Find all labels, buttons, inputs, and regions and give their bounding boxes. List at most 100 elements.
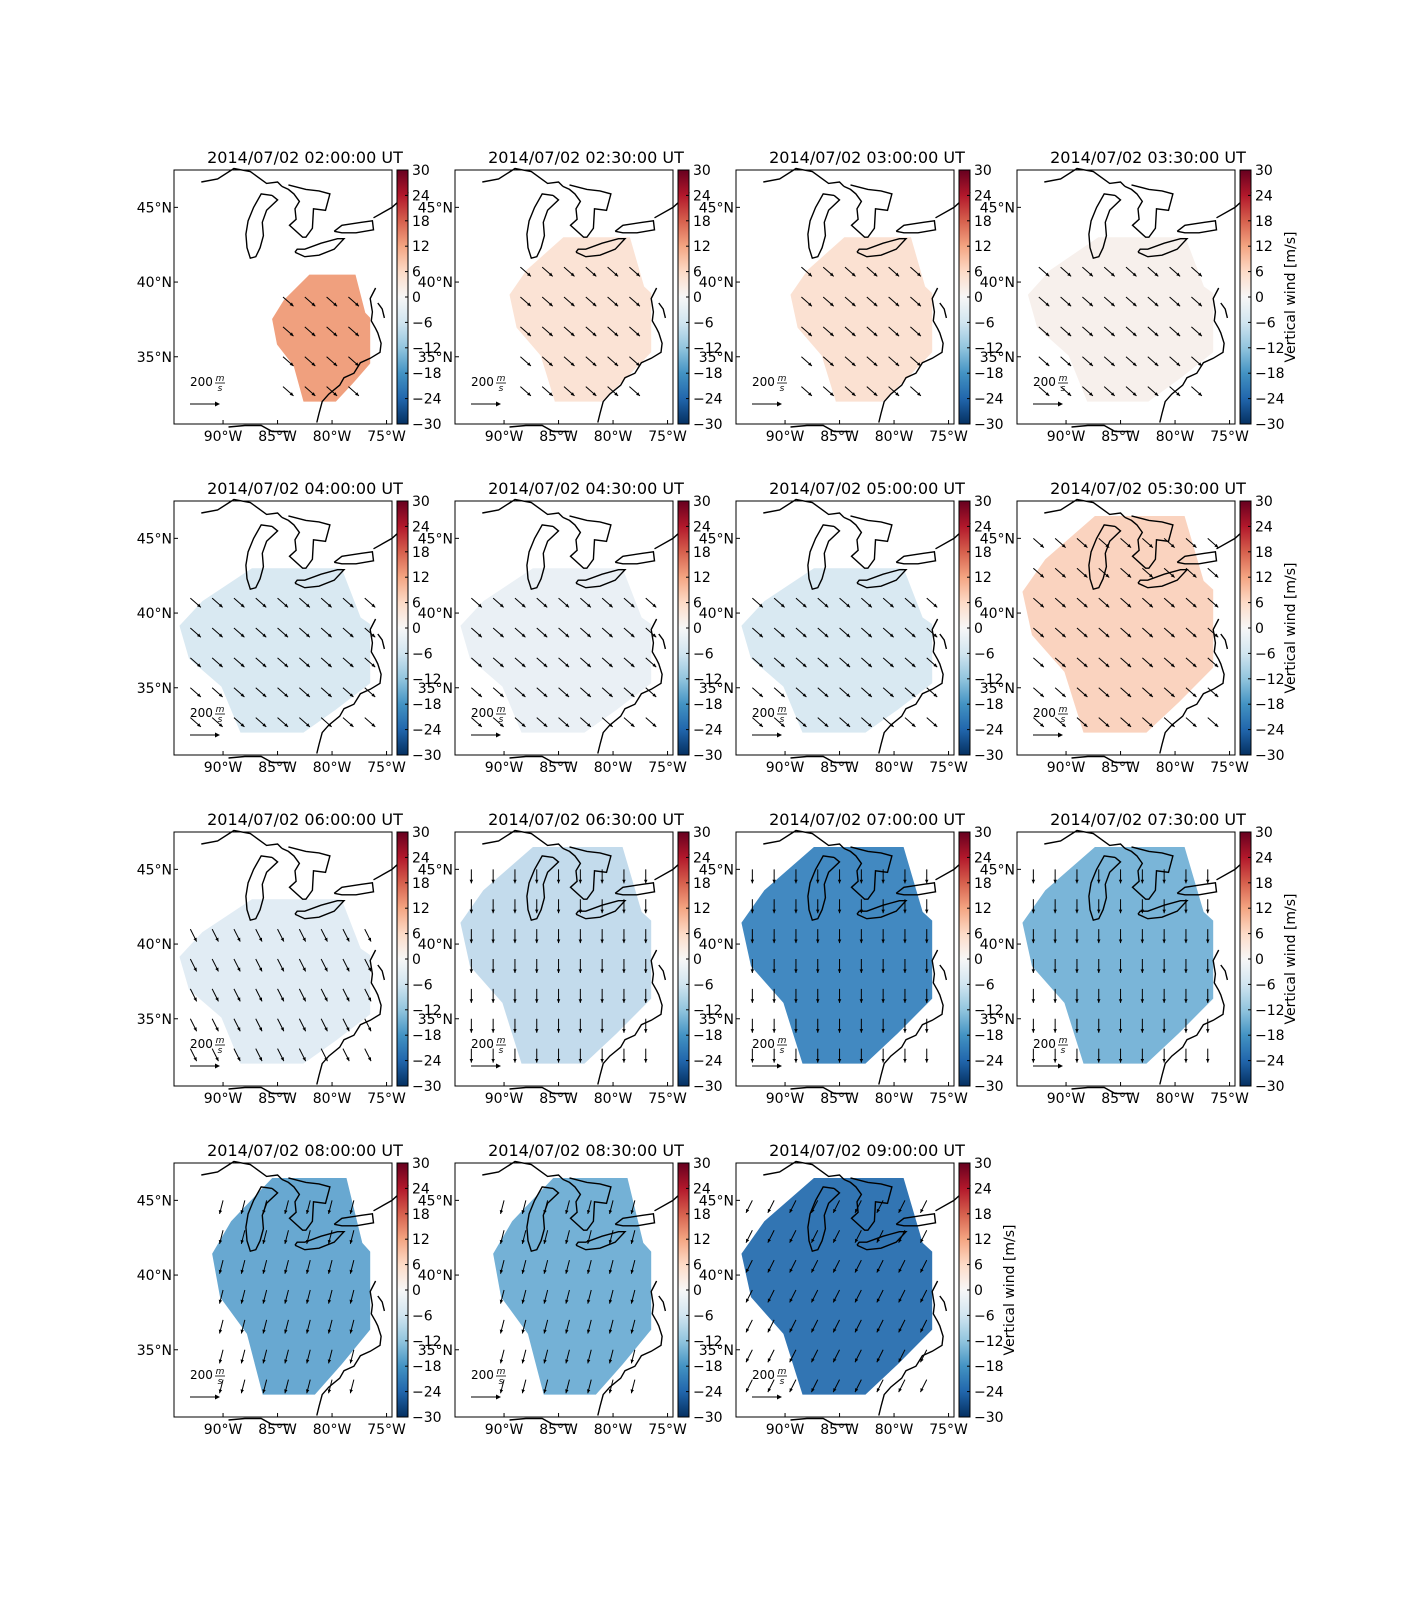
wind-arrow-head xyxy=(780,693,785,698)
wind-arrow-head xyxy=(565,1329,569,1334)
wind-arrow-head xyxy=(920,1208,924,1213)
wind-arrow-head xyxy=(499,1210,504,1214)
colorbar-tick-label: 12 xyxy=(693,239,711,255)
wind-arrow-head xyxy=(802,663,807,668)
wind-arrow-head xyxy=(513,939,517,944)
colorbar-tick-label: −6 xyxy=(693,646,714,662)
wind-arrow-head xyxy=(837,909,842,914)
colorbar-tick-label: −6 xyxy=(412,315,433,331)
wind-arrow-head xyxy=(855,1328,859,1333)
wind-arrow-head xyxy=(881,999,885,1003)
wind-arrow-head xyxy=(600,939,604,944)
wind-arrow-head xyxy=(1214,723,1219,727)
wind-arrow-head xyxy=(780,663,785,668)
wind-arrow-head xyxy=(608,1210,613,1214)
wind-arrow-head xyxy=(816,1029,820,1033)
reference-arrow-head xyxy=(496,401,501,407)
wind-arrow-head xyxy=(600,1029,604,1033)
wind-arrow-head xyxy=(644,999,648,1003)
wind-arrow-head xyxy=(469,1059,474,1063)
wind-arrow-head xyxy=(556,999,561,1003)
wind-arrow-head xyxy=(289,392,294,396)
axes-frame xyxy=(1016,831,1236,1087)
wind-arrow-head xyxy=(1162,879,1166,884)
colorbar-tick-label: −24 xyxy=(974,392,1004,408)
colorbar-tick-label: −30 xyxy=(693,1410,723,1426)
coastline xyxy=(1137,238,1189,258)
wind-arrow-head xyxy=(903,1059,907,1063)
wind-arrow-head xyxy=(1176,272,1181,277)
wind-arrow-head xyxy=(565,663,570,668)
wind-arrow-head xyxy=(543,693,548,698)
y-tick-label: 45°N xyxy=(418,1193,453,1209)
wind-arrow-head xyxy=(1089,272,1093,277)
wind-arrow-head xyxy=(851,302,856,307)
reference-arrow-head xyxy=(777,1063,782,1069)
y-tick-label: 35°N xyxy=(137,681,172,697)
colorbar-tick-label: −30 xyxy=(693,417,723,433)
coastline xyxy=(1088,524,1122,591)
axes-frame xyxy=(735,169,955,425)
wind-arrow-head xyxy=(499,603,504,608)
wind-arrow-head xyxy=(1105,573,1110,578)
wind-arrow-head xyxy=(1067,272,1072,277)
wind-arrow-head xyxy=(262,1329,266,1334)
coastline xyxy=(895,220,937,234)
wind-arrow-head xyxy=(867,663,872,668)
wind-arrow-head xyxy=(355,392,359,396)
wind-arrow-head xyxy=(333,362,338,367)
wind-arrow-head xyxy=(772,1059,776,1063)
wind-arrow-head xyxy=(917,332,921,337)
coastline xyxy=(614,882,656,896)
y-tick-label: 45°N xyxy=(980,200,1015,216)
x-tick-label: 85°W xyxy=(820,1422,859,1438)
wind-arrow-head xyxy=(816,939,820,944)
coastline xyxy=(1159,287,1225,423)
wind-arrow-head xyxy=(367,937,372,942)
wind-arrow-head xyxy=(1053,909,1057,914)
wind-arrow-head xyxy=(349,1359,353,1364)
colorbar-tick-label: −24 xyxy=(412,723,442,739)
x-tick-label: 90°W xyxy=(204,760,243,776)
wind-arrow-head xyxy=(802,603,807,608)
x-tick-label: 90°W xyxy=(485,429,524,445)
wind-arrow-head xyxy=(1140,1029,1145,1033)
wind-arrow-head xyxy=(811,1238,815,1243)
reference-vector-label: 200 xyxy=(1033,1037,1056,1051)
wind-arrow-head xyxy=(833,1388,837,1393)
coastline xyxy=(377,964,386,981)
wind-arrow-head xyxy=(608,1389,613,1394)
wind-arrow-head xyxy=(630,1299,634,1304)
colorbar-tick-label: 30 xyxy=(412,163,430,179)
wind-arrow-head xyxy=(570,332,575,337)
coastline xyxy=(1220,302,1229,319)
y-tick-label: 40°N xyxy=(980,275,1015,291)
wind-arrow-head xyxy=(816,999,820,1003)
wind-arrow-head xyxy=(1176,332,1181,337)
x-tick-label: 75°W xyxy=(929,760,968,776)
wind-vectors xyxy=(189,928,372,1062)
coastline xyxy=(790,1417,851,1426)
wind-arrow-head xyxy=(1039,633,1044,638)
wind-arrow-head xyxy=(262,1359,266,1364)
wind-arrow-head xyxy=(218,1269,223,1274)
coastline xyxy=(526,1186,560,1253)
wind-arrow-head xyxy=(327,693,332,698)
reference-unit-numerator: m xyxy=(778,1036,787,1046)
wind-arrow-head xyxy=(1206,879,1210,884)
colorbar-tick-label: −18 xyxy=(412,1359,442,1375)
coastline xyxy=(1124,515,1174,569)
x-tick-label: 90°W xyxy=(1047,429,1086,445)
wind-arrow-head xyxy=(767,1388,772,1393)
wind-arrow-head xyxy=(586,633,591,638)
x-tick-label: 80°W xyxy=(313,1422,352,1438)
wind-arrow-head xyxy=(789,1238,793,1243)
wind-arrow-head xyxy=(371,723,376,727)
reference-arrow-head xyxy=(496,1394,501,1400)
wind-arrow-head xyxy=(846,663,851,668)
wind-arrow-head xyxy=(324,967,328,972)
coastline xyxy=(807,524,841,591)
colorbar-tick-label: −6 xyxy=(974,1308,995,1324)
colorbar-tick-label: −24 xyxy=(693,1385,723,1401)
